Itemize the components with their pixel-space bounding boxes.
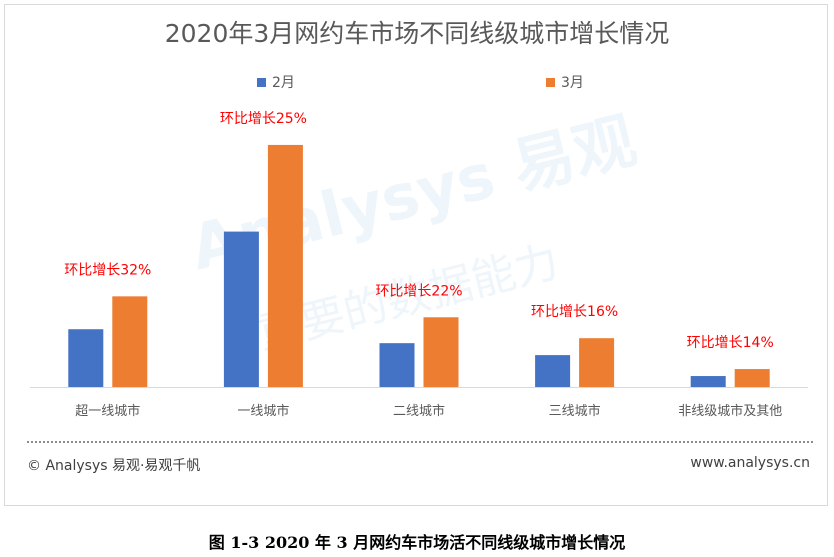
bar-feb-2 [379, 343, 415, 387]
legend-swatch-feb [257, 78, 266, 87]
footer-copyright: © Analysys 易观·易观千帆 [27, 458, 201, 474]
chart-frame [4, 4, 828, 506]
footer-website: www.analysys.cn [690, 455, 810, 471]
chart-title: 2020年3月网约车市场不同线级城市增长情况 [164, 19, 670, 48]
legend-item-feb: 2月 [257, 72, 295, 92]
bar-mar-3 [579, 338, 615, 387]
bar-mar-1 [267, 144, 303, 387]
bar-mar-2 [423, 317, 459, 387]
x-tick-label-4: 非线级城市及其他 [678, 403, 782, 419]
growth-annotation-0: 环比增长32% [64, 262, 151, 278]
bar-feb-3 [535, 355, 571, 387]
growth-annotation-3: 环比增长16% [531, 304, 618, 320]
growth-annotation-4: 环比增长14% [687, 335, 774, 351]
bar-feb-1 [223, 231, 259, 387]
bar-chart: 环比增长32% 超一线城市 环比增长25% 一线城市 环比增长22% 二线城市 环比增长16… [30, 111, 808, 419]
growth-annotation-1: 环比增长25% [220, 111, 307, 127]
legend-label-mar: 3月 [561, 75, 584, 91]
figure-caption: 图 1-3 2020 年 3 月网约车市场活不同线级城市增长情况 [208, 533, 626, 552]
bar-feb-4 [690, 376, 726, 387]
legend-item-mar: 3月 [546, 72, 584, 92]
growth-annotation-2: 环比增长22% [375, 283, 462, 299]
x-tick-label-0: 超一线城市 [75, 403, 140, 419]
legend-label-feb: 2月 [272, 75, 295, 91]
footer-divider [27, 441, 813, 443]
legend-swatch-mar [546, 78, 555, 87]
x-tick-label-1: 一线城市 [237, 403, 289, 419]
bar-mar-4 [734, 369, 770, 387]
x-tick-label-2: 二线城市 [393, 403, 445, 419]
bar-feb-0 [68, 329, 104, 387]
x-tick-label-3: 三线城市 [549, 403, 601, 419]
bar-mar-0 [112, 296, 148, 387]
